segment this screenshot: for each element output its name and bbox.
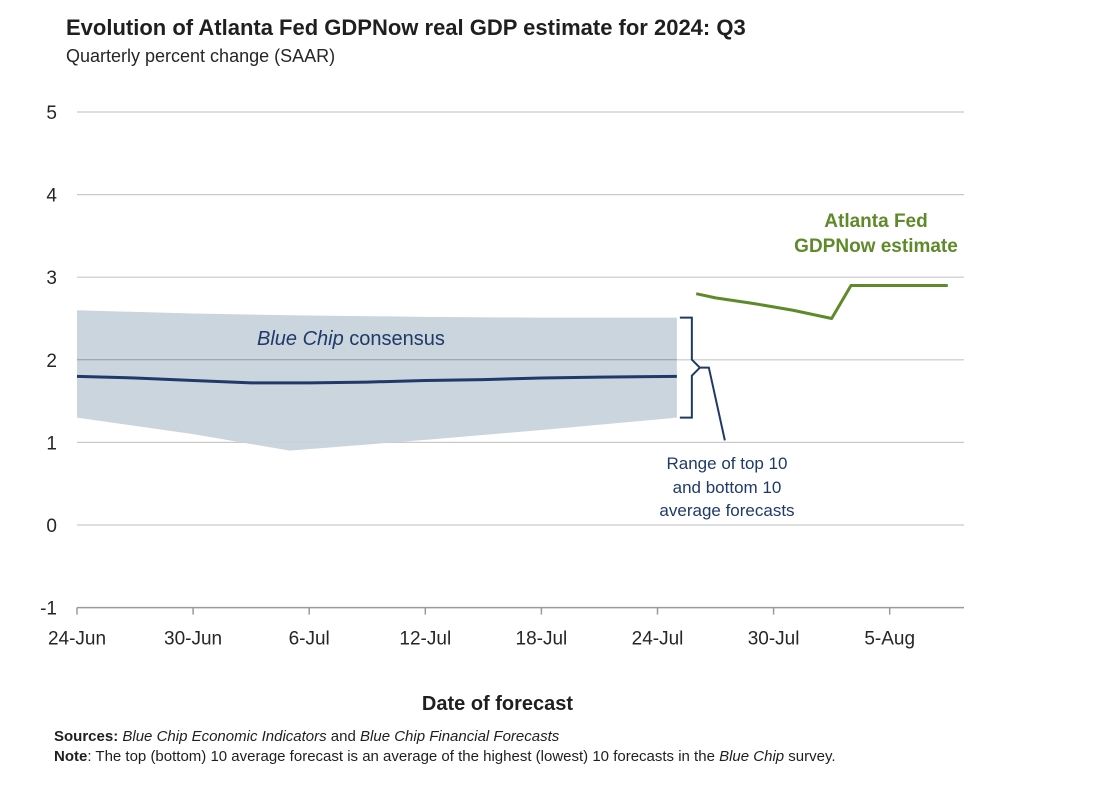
x-tick-label: 30-Jun — [164, 629, 222, 650]
range-label-line3: average forecasts — [659, 501, 794, 520]
range-bracket — [679, 316, 726, 441]
grid-lines — [77, 111, 964, 609]
series-lines — [76, 283, 948, 385]
bluechip-consensus-label: Blue Chip consensus — [257, 328, 445, 350]
gdpnow-label-line1: Atlanta Fed — [824, 211, 927, 232]
y-axis-ticks: 5 4 3 2 1 0 -1 — [40, 103, 57, 620]
gdpnow-estimate-line — [695, 283, 948, 320]
y-tick-label: 3 — [46, 268, 57, 289]
x-tick-label: 6-Jul — [289, 629, 330, 650]
x-axis-title: Date of forecast — [421, 693, 574, 715]
y-tick-label: 5 — [46, 103, 57, 124]
x-tick-label: 5-Aug — [864, 629, 915, 650]
sources-and: and — [326, 728, 361, 745]
x-axis: 24-Jun 30-Jun 6-Jul 12-Jul 18-Jul 24-Jul 30-Ju… — [48, 607, 915, 650]
y-tick-label: 4 — [46, 186, 57, 207]
y-tick-label: 1 — [46, 433, 57, 454]
x-tick-label: 24-Jul — [632, 629, 684, 650]
x-tick-label: 12-Jul — [399, 629, 451, 650]
sources-line: Sources: Blue Chip Economic Indicators a… — [54, 727, 914, 747]
bluechip-consensus-line — [76, 374, 677, 385]
y-tick-label: 0 — [46, 516, 57, 537]
x-tick-label: 24-Jun — [48, 629, 106, 650]
bluechip-label-italic: Blue Chip — [257, 328, 344, 350]
chart-footnotes: Sources: Blue Chip Economic Indicators a… — [54, 727, 914, 767]
range-label-line1: Range of top 10 — [667, 454, 788, 473]
x-tick-label: 30-Jul — [748, 629, 800, 650]
note-label: Note — [54, 748, 88, 765]
sources-publication-1: Blue Chip Economic Indicators — [122, 728, 327, 745]
range-label-line2: and bottom 10 — [673, 478, 782, 497]
gdpnow-label-line2: GDPNow estimate — [794, 236, 958, 257]
note-text: : The top (bottom) 10 average forecast i… — [87, 748, 720, 765]
y-tick-label: 2 — [46, 351, 57, 372]
note-line: Note: The top (bottom) 10 average foreca… — [54, 747, 914, 767]
x-tick-label: 18-Jul — [516, 629, 568, 650]
sources-publication-2: Blue Chip Financial Forecasts — [360, 728, 560, 745]
chart-title: Evolution of Atlanta Fed GDPNow real GDP… — [66, 15, 746, 40]
sources-label: Sources: — [54, 728, 119, 745]
chart-subtitle: Quarterly percent change (SAAR) — [66, 46, 336, 66]
y-tick-label: -1 — [40, 599, 57, 620]
note-end: survey. — [784, 748, 836, 765]
bluechip-label-suffix: consensus — [344, 328, 445, 350]
note-publication: Blue Chip — [719, 748, 785, 765]
